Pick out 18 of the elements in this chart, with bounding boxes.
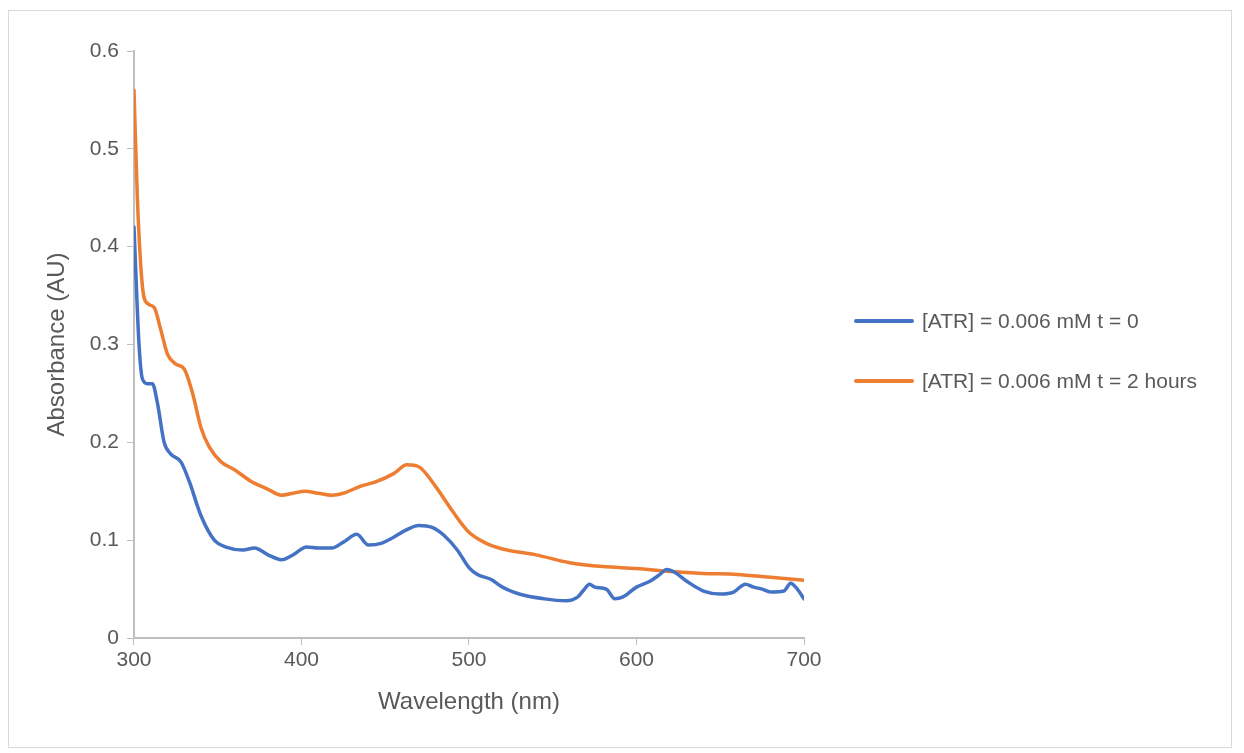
x-tick-label: 400 <box>283 647 320 671</box>
x-tick-label: 600 <box>618 647 655 671</box>
y-tick-label: 0.5 <box>89 135 119 159</box>
x-tick-label: 700 <box>786 647 822 671</box>
y-tick-label: 0.4 <box>89 233 120 257</box>
y-axis-title: Absorbance (AU) <box>42 252 70 437</box>
y-tick-label: 0 <box>107 624 119 648</box>
line-series <box>133 88 804 583</box>
legend-label: [ATR] = 0.006 mM t = 0 <box>922 308 1139 334</box>
line-series <box>133 225 804 603</box>
y-tick-label: 0.6 <box>89 37 119 61</box>
y-tick-label: 0.1 <box>89 526 119 550</box>
x-tick-label: 300 <box>116 647 152 671</box>
legend-label: [ATR] = 0.006 mM t = 2 hours <box>922 368 1198 394</box>
x-tick-label: 500 <box>451 647 487 671</box>
x-axis-title: Wavelength (nm) <box>378 687 560 715</box>
y-tick-label: 0.3 <box>89 331 119 355</box>
y-tick-label: 0.2 <box>89 429 119 453</box>
